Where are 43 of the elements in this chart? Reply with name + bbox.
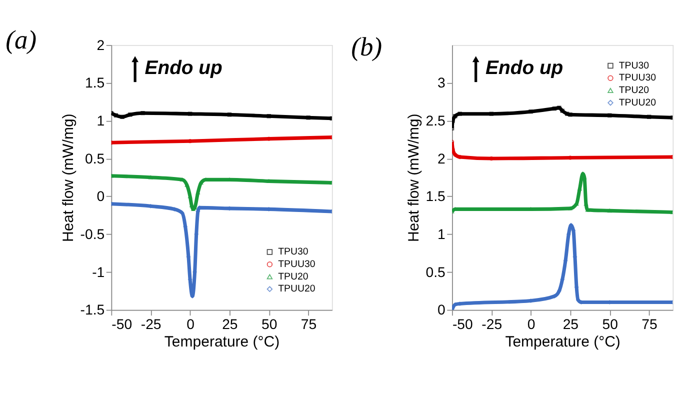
y-axis-title: Heat flow (mW/mg) (406, 114, 423, 242)
x-tick-label: 0 (527, 316, 536, 332)
legend-label: TPU30 (618, 60, 650, 72)
x-tick-label: 0 (186, 316, 195, 332)
legend-label: TPUU30 (618, 72, 657, 84)
y-tick-label: 1.5 (84, 74, 105, 91)
y-tick-label: -0.5 (80, 226, 105, 242)
y-tick-label: 0 (96, 188, 105, 204)
legend-label: TPUU30 (278, 259, 316, 270)
y-tick-label: 2.5 (426, 112, 446, 129)
y-tick-label: 2 (96, 36, 105, 53)
x-tick-label: 50 (602, 316, 618, 332)
x-tick-label: 75 (300, 316, 317, 332)
chart-title: (b) (351, 32, 382, 62)
x-tick-label: 50 (261, 316, 278, 332)
x-axis-title: Temperature (°C) (505, 333, 620, 350)
x-tick-label: -50 (452, 316, 473, 332)
x-tick-label: -50 (112, 316, 132, 332)
chart-title: (a) (6, 24, 37, 55)
legend-label: TPU20 (278, 271, 309, 282)
x-tick-label: 75 (642, 316, 658, 332)
y-tick-label: 1.5 (426, 188, 446, 204)
y-tick-label: 0.5 (426, 264, 446, 280)
y-tick-label: 0.5 (84, 150, 105, 166)
x-tick-label: -25 (140, 316, 162, 332)
annotation: Endo up (144, 57, 223, 80)
y-tick-label: 1 (96, 112, 105, 129)
legend-label: TPU30 (278, 246, 309, 258)
x-tick-label: 25 (562, 316, 579, 332)
legend-label: TPUU20 (618, 97, 657, 108)
y-tick-label: 3 (438, 74, 446, 91)
y-tick-label: -1.5 (80, 302, 105, 318)
x-tick-label: -25 (482, 316, 502, 332)
x-axis-title: Temperature (°C) (164, 333, 280, 350)
y-tick-label: -1 (92, 264, 105, 280)
annotation: Endo up (486, 57, 564, 80)
y-axis-title: Heat flow (mW/mg) (60, 114, 78, 242)
legend-label: TPU20 (618, 85, 650, 96)
legend-label: TPUU20 (278, 284, 316, 295)
y-tick-label: 0 (438, 302, 446, 318)
y-tick-label: 1 (438, 226, 446, 242)
y-tick-label: 2 (438, 150, 446, 166)
x-tick-label: 25 (222, 316, 238, 332)
